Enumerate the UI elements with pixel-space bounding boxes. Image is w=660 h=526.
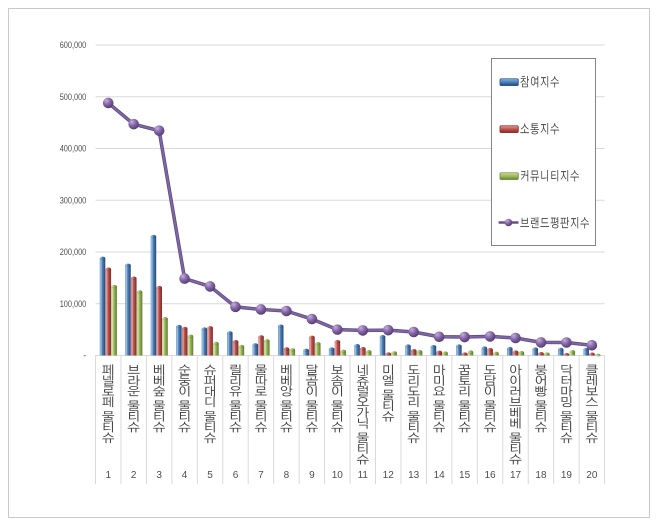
svg-text:20: 20	[586, 470, 598, 481]
svg-text:14: 14	[434, 470, 446, 481]
svg-text:13: 13	[408, 470, 420, 481]
svg-text:11: 11	[358, 470, 369, 481]
svg-text:400,000: 400,000	[60, 144, 87, 154]
svg-text:2: 2	[131, 470, 137, 481]
svg-text:9: 9	[309, 470, 315, 481]
svg-text:18: 18	[535, 470, 547, 481]
svg-text:8: 8	[284, 470, 290, 481]
svg-text:10: 10	[332, 470, 344, 481]
svg-text:300,000: 300,000	[60, 195, 87, 205]
svg-text:6: 6	[233, 470, 239, 481]
svg-text:12: 12	[383, 470, 395, 481]
svg-text:15: 15	[459, 470, 471, 481]
svg-text:-: -	[83, 351, 86, 361]
svg-text:17: 17	[510, 470, 522, 481]
svg-text:500,000: 500,000	[60, 92, 87, 102]
svg-text:600,000: 600,000	[60, 40, 87, 50]
svg-text:100,000: 100,000	[60, 299, 87, 309]
svg-text:19: 19	[561, 470, 573, 481]
svg-text:1: 1	[105, 470, 111, 481]
svg-text:5: 5	[207, 470, 213, 481]
svg-text:200,000: 200,000	[60, 247, 87, 257]
svg-text:4: 4	[182, 470, 188, 481]
svg-text:16: 16	[484, 470, 496, 481]
svg-text:7: 7	[258, 470, 264, 481]
svg-text:3: 3	[156, 470, 162, 481]
